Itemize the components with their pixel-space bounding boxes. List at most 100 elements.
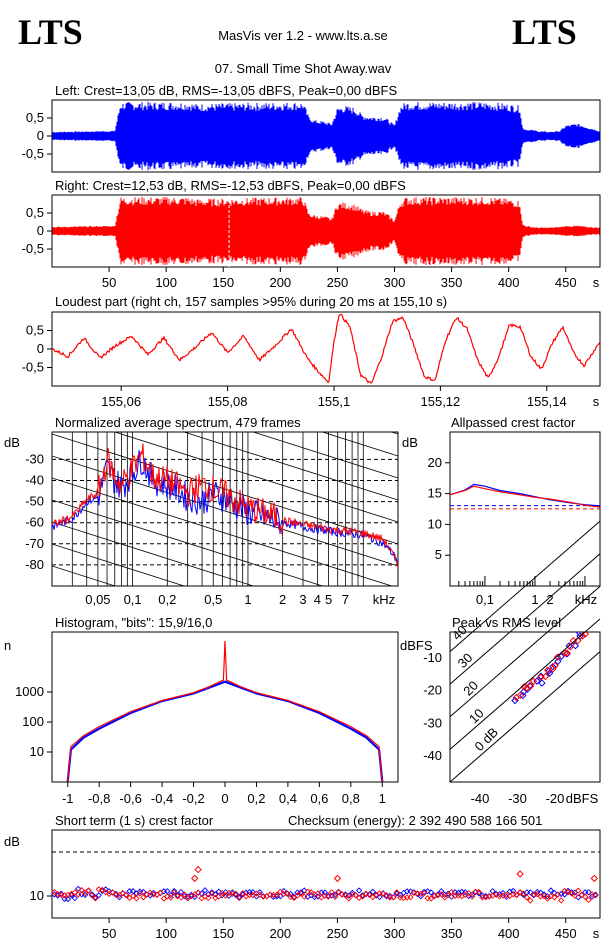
- short-term-left-point: [527, 889, 534, 896]
- histogram-title: Histogram, "bits": 15,9/16,0: [55, 615, 212, 630]
- spectrum-slope-line: [52, 543, 186, 586]
- short-term-right-point: [554, 891, 561, 898]
- short-term-right-point: [147, 889, 154, 896]
- short-term-right-point: [222, 892, 229, 899]
- spectrum-slope-line: [321, 432, 398, 457]
- short-term-left-point: [386, 892, 394, 900]
- checksum-text: Checksum (energy): 2 392 490 588 166 501: [288, 813, 542, 828]
- crest-xtick-label: 2: [546, 592, 553, 607]
- peak-rms-left-point: [526, 682, 534, 690]
- short-term-right-point: [352, 892, 359, 899]
- spectrum-ylabel: dB: [4, 435, 20, 450]
- short-term-right-point: [523, 894, 531, 901]
- waveform-xtick-label: 100: [155, 275, 177, 290]
- short-term-left-point: [105, 888, 113, 895]
- short-term-right-point: [239, 890, 246, 897]
- short-term-right-point: [325, 893, 332, 900]
- short-term-right-point: [513, 892, 520, 899]
- short-term-left-point: [321, 889, 328, 896]
- loudest-xtick-label: 155,14: [527, 394, 567, 409]
- short-term-left-point: [88, 891, 96, 898]
- spectrum-xtick-label: 3: [299, 592, 306, 607]
- short-term-left-point: [417, 893, 424, 900]
- short-term-left-point: [355, 887, 363, 894]
- short-term-right-point: [520, 890, 527, 897]
- crest-ytick-label: 10: [428, 516, 442, 531]
- short-term-left-point: [462, 889, 469, 896]
- histogram-xtick-label: -0,8: [88, 791, 110, 806]
- short-term-left-point: [438, 888, 445, 895]
- short-term-right-point: [575, 887, 582, 894]
- short-term-outlier-point: [516, 870, 524, 878]
- short-term-right-point: [582, 893, 589, 900]
- spectrum-xtick-label: 0,1: [124, 592, 142, 607]
- short-term-right-point: [468, 893, 476, 900]
- short-term-right-point: [321, 892, 328, 899]
- short-term-right-point: [568, 890, 575, 897]
- short-term-right-point: [393, 889, 400, 896]
- waveform-xtick-label: 250: [327, 275, 349, 290]
- short-term-right-point: [359, 893, 366, 900]
- short-term-left-point: [95, 892, 102, 899]
- peak-rms-left-point: [519, 691, 527, 700]
- short-term-right-point: [561, 887, 568, 895]
- peak-rms-right-point: [563, 649, 571, 657]
- spectrum-slope-line: [182, 432, 398, 501]
- loudest-ytick-label: 0,5: [26, 323, 44, 338]
- short-term-right-point: [287, 893, 294, 901]
- short-term-right-point: [335, 889, 342, 896]
- short-term-right-point: [369, 893, 376, 901]
- short-term-left-point: [167, 892, 174, 899]
- spectrum-frame: [51, 431, 399, 587]
- loudest-xtick-label: 155,06: [101, 394, 141, 409]
- short-term-right-point: [92, 895, 99, 902]
- short-term-xtick-label: 100: [155, 926, 177, 941]
- short-term-left-point: [551, 889, 558, 897]
- short-term-right-point: [534, 890, 541, 898]
- peak-rms-right-point: [553, 653, 562, 661]
- short-term-right-point: [99, 886, 106, 894]
- short-term-right-point: [407, 894, 414, 901]
- short-term-right-point: [551, 894, 558, 901]
- peak-rms-left-point: [545, 669, 554, 677]
- short-term-left-point: [301, 887, 308, 894]
- left-waveform-title: Left: Crest=13,05 dB, RMS=-13,05 dBFS, P…: [55, 83, 397, 98]
- peak-rms-diagonal-label: 30: [455, 650, 476, 671]
- short-term-right-point: [273, 891, 281, 898]
- short-term-xtick-label: 50: [102, 926, 116, 941]
- peak-rms-right-point: [527, 682, 535, 690]
- short-term-right-point: [465, 889, 472, 897]
- short-term-right-point: [133, 895, 140, 902]
- short-term-right-point: [157, 889, 164, 896]
- spectrum-slope-line: [52, 565, 117, 586]
- histogram-ytick-label: 100: [22, 714, 44, 729]
- short-term-outlier-point: [333, 874, 342, 883]
- short-term-right-point: [362, 890, 370, 897]
- spectrum-slope-line: [52, 654, 398, 764]
- short-term-left-point: [171, 887, 178, 895]
- short-term-left-point: [256, 889, 263, 896]
- peak-rms-right-point: [541, 672, 550, 681]
- histogram-ylabel: n: [4, 638, 11, 653]
- short-term-right-point: [328, 889, 335, 896]
- short-term-right-point: [284, 890, 291, 897]
- peak-rms-right-point: [561, 649, 569, 657]
- short-term-right-point: [181, 891, 188, 898]
- peak-rms-left-point: [554, 657, 562, 666]
- short-term-right-point: [297, 890, 305, 897]
- peak-rms-diagonal-label: 0 dB: [472, 725, 502, 755]
- short-term-right-point: [236, 894, 243, 902]
- short-term-left-point: [236, 893, 243, 901]
- spectrum-slope-line: [251, 432, 398, 479]
- short-term-left-point: [349, 889, 356, 896]
- short-term-right-point: [438, 891, 445, 898]
- short-term-right-point: [345, 895, 352, 902]
- spectrum-xtick-label: 0,5: [204, 592, 222, 607]
- spectrum-ytick-label: -60: [25, 515, 44, 530]
- histogram-xtick-label: -0,6: [119, 791, 141, 806]
- short-term-right-point: [174, 893, 181, 900]
- spectrum-xtick-label: 2: [279, 592, 286, 607]
- left-waveform-ytick-label: 0,5: [26, 110, 44, 125]
- waveform-xtick-label: 150: [212, 275, 234, 290]
- short-term-right-point: [564, 889, 572, 896]
